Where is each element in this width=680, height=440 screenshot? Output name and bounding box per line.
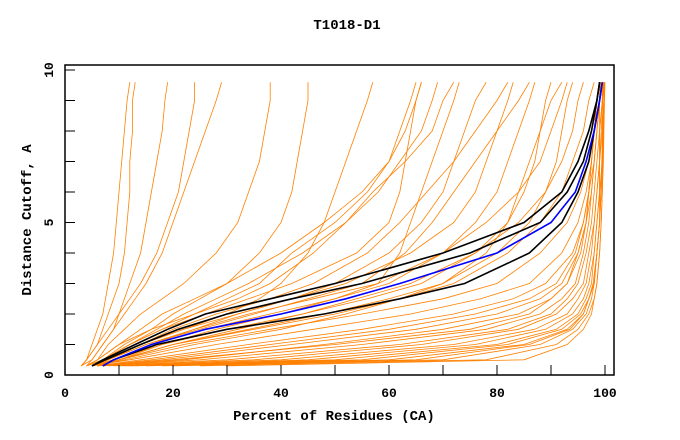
model-line-22 bbox=[91, 81, 563, 367]
model-line-2 bbox=[81, 82, 168, 367]
model-line-4 bbox=[80, 82, 196, 367]
x-tick-label: 0 bbox=[61, 386, 69, 401]
axis-ticks: 0 20 40 60 80 100 0 5 10 bbox=[42, 62, 617, 401]
model-line-39 bbox=[162, 82, 605, 367]
model-line-9 bbox=[86, 81, 455, 367]
model-line-1 bbox=[80, 82, 136, 367]
model-line-30 bbox=[113, 82, 603, 367]
x-tick-label: 40 bbox=[273, 386, 289, 401]
model-line-12 bbox=[91, 81, 530, 367]
model-line-42 bbox=[91, 82, 595, 367]
model-line-33 bbox=[97, 82, 602, 367]
model-line-26 bbox=[129, 82, 605, 367]
x-tick-label: 80 bbox=[489, 386, 505, 401]
model-line-14 bbox=[91, 81, 487, 367]
highlight-line-1 bbox=[91, 82, 601, 367]
model-line-21 bbox=[86, 82, 309, 367]
model-line-8 bbox=[91, 82, 417, 367]
model-line-17 bbox=[97, 82, 552, 367]
model-line-13 bbox=[86, 82, 422, 367]
x-axis-label: Percent of Residues (CA) bbox=[233, 409, 435, 425]
y-tick-label: 0 bbox=[42, 371, 57, 379]
y-tick-label: 10 bbox=[42, 62, 57, 78]
model-line-37 bbox=[124, 82, 604, 367]
reference-line bbox=[102, 82, 604, 367]
highlight-line-0 bbox=[91, 82, 601, 367]
plot-frame bbox=[64, 64, 615, 376]
model-line-15 bbox=[91, 82, 514, 367]
model-line-43 bbox=[91, 82, 584, 367]
series-lines bbox=[80, 81, 606, 367]
x-tick-label: 20 bbox=[165, 386, 181, 401]
model-line-24 bbox=[108, 82, 603, 367]
y-tick-label: 5 bbox=[42, 218, 57, 226]
x-tick-label: 60 bbox=[381, 386, 397, 401]
chart-title: T1018-D1 bbox=[313, 18, 380, 34]
model-line-25 bbox=[118, 82, 603, 367]
model-line-5 bbox=[86, 82, 271, 367]
model-line-18 bbox=[91, 82, 568, 367]
model-line-20 bbox=[91, 82, 460, 367]
model-line-0 bbox=[80, 82, 131, 367]
model-line-40 bbox=[226, 82, 606, 367]
model-line-16 bbox=[91, 82, 536, 367]
y-axis-label: Distance Cutoff, A bbox=[20, 144, 36, 296]
model-line-3 bbox=[86, 82, 222, 367]
x-tick-label: 100 bbox=[593, 386, 617, 401]
model-line-6 bbox=[86, 82, 422, 367]
model-line-38 bbox=[135, 82, 605, 367]
